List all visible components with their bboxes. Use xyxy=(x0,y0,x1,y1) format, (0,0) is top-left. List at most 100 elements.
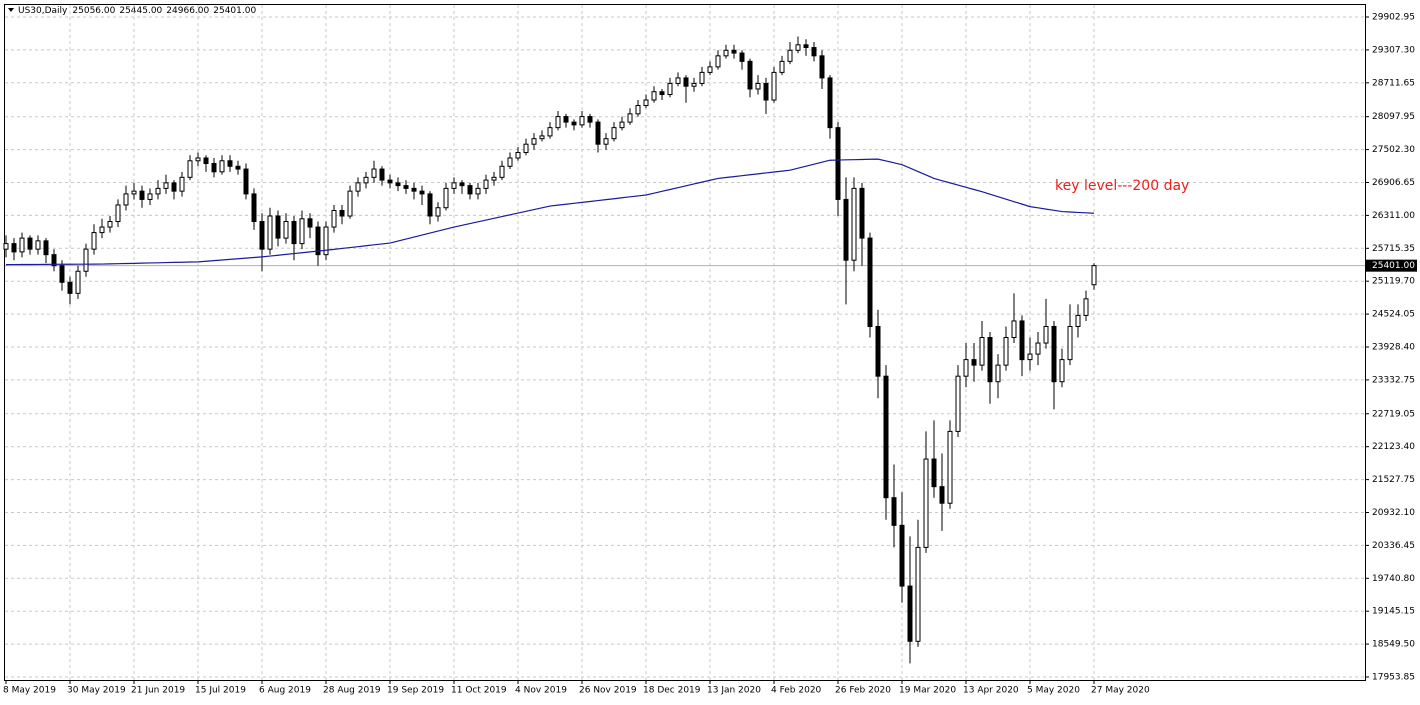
y-tick-label: 21527.75 xyxy=(1372,475,1415,485)
candle-body xyxy=(219,160,225,173)
y-tick-label: 26311.00 xyxy=(1372,211,1415,221)
candle-body xyxy=(667,82,673,95)
candle-body xyxy=(571,121,577,126)
candle-body xyxy=(27,237,33,250)
candle-body xyxy=(963,359,969,377)
y-tick-label: 20932.10 xyxy=(1372,508,1415,518)
candle-body xyxy=(787,49,793,62)
candle-body xyxy=(443,187,449,209)
candle-body xyxy=(419,190,425,195)
candle-body xyxy=(627,113,633,123)
candle-body xyxy=(915,546,921,642)
x-tick-label: 8 May 2019 xyxy=(3,686,56,696)
candle-body xyxy=(171,182,177,192)
candle-body xyxy=(483,179,489,189)
moving-average xyxy=(5,158,1095,266)
candle-body xyxy=(291,221,297,245)
candle-body xyxy=(635,105,641,115)
candle-body xyxy=(923,458,929,548)
candle-body xyxy=(59,265,65,283)
x-tick-label: 13 Jan 2020 xyxy=(707,686,761,696)
candle-body xyxy=(1035,342,1041,355)
candle-body xyxy=(803,44,809,49)
candle-body xyxy=(363,176,369,184)
chart-header: US30,Daily 25056.00 25445.00 24966.00 25401.… xyxy=(18,6,256,16)
x-tick-label: 5 May 2020 xyxy=(1027,686,1080,696)
symbol: US30,Daily xyxy=(18,6,68,16)
candle-body xyxy=(331,209,337,228)
y-tick-label: 23928.40 xyxy=(1372,342,1415,352)
x-tick-label: 26 Nov 2019 xyxy=(579,686,637,696)
candle-body xyxy=(179,176,185,192)
x-tick-label: 21 Jun 2019 xyxy=(131,686,185,696)
candle-body xyxy=(859,187,865,239)
candle-body xyxy=(779,60,785,73)
candle-body xyxy=(451,182,457,189)
candle-body xyxy=(315,226,321,256)
candle-body xyxy=(659,91,665,95)
candle-body xyxy=(755,82,761,90)
y-tick-label: 29307.30 xyxy=(1372,45,1415,55)
candle-body xyxy=(651,91,657,101)
candle-body xyxy=(275,215,281,239)
candle-body xyxy=(1067,325,1073,361)
candle-body xyxy=(243,168,249,195)
annotation: key level---200 day xyxy=(1055,178,1189,194)
candle-body xyxy=(43,240,49,256)
candle-body xyxy=(835,127,841,200)
candle-body xyxy=(675,77,681,84)
x-tick-label: 4 Nov 2019 xyxy=(515,686,567,696)
candle-body xyxy=(515,151,521,159)
candle-body xyxy=(795,44,801,51)
y-tick-label: 27502.30 xyxy=(1372,145,1415,155)
candle-body xyxy=(827,77,833,129)
candle-body xyxy=(67,281,73,294)
candle-body xyxy=(203,157,209,165)
candle-body xyxy=(691,82,697,87)
candle-body xyxy=(683,77,689,87)
candle-body xyxy=(187,160,193,178)
candle-body xyxy=(307,218,313,228)
x-tick-label: 26 Feb 2020 xyxy=(835,686,891,696)
candle-body xyxy=(3,243,9,250)
candle-body xyxy=(35,240,41,250)
candle-body xyxy=(299,218,305,245)
candle-body xyxy=(851,187,857,261)
x-tick-label: 15 Jul 2019 xyxy=(195,686,246,696)
candle-body xyxy=(251,193,257,223)
candle-body xyxy=(531,138,537,145)
y-tick-label: 28711.65 xyxy=(1372,78,1415,88)
candle-body xyxy=(403,185,409,189)
candle-body xyxy=(19,237,25,253)
close: 25401.00 xyxy=(213,6,256,16)
candle-body xyxy=(1075,314,1081,327)
y-tick-label: 28097.95 xyxy=(1372,112,1415,122)
x-tick-label: 18 Dec 2019 xyxy=(643,686,701,696)
candle-body xyxy=(491,176,497,181)
candle-body xyxy=(323,226,329,256)
candle-body xyxy=(699,71,705,84)
candle-body xyxy=(227,160,233,167)
candle-body xyxy=(899,524,905,587)
y-tick-label: 19740.80 xyxy=(1372,574,1415,584)
candle-body xyxy=(883,375,889,499)
candle-body xyxy=(523,143,529,153)
candle-body xyxy=(347,190,353,217)
candle-body xyxy=(563,116,569,123)
current-price-box xyxy=(1366,259,1417,272)
x-tick-label: 27 May 2020 xyxy=(1091,686,1150,696)
candle-body xyxy=(611,127,617,140)
y-tick-label: 26906.65 xyxy=(1372,178,1415,188)
candle-body xyxy=(123,193,129,206)
y-tick-label: 19145.15 xyxy=(1372,607,1415,617)
candle-body xyxy=(643,99,649,107)
y-tick-label: 17953.85 xyxy=(1372,672,1415,682)
candle-body xyxy=(459,182,465,187)
candle-body xyxy=(467,185,473,195)
candle-body xyxy=(115,204,121,223)
candle-body xyxy=(771,71,777,101)
candle-body xyxy=(947,430,953,504)
y-tick-label: 22719.05 xyxy=(1372,409,1415,419)
candle-body xyxy=(131,190,137,195)
